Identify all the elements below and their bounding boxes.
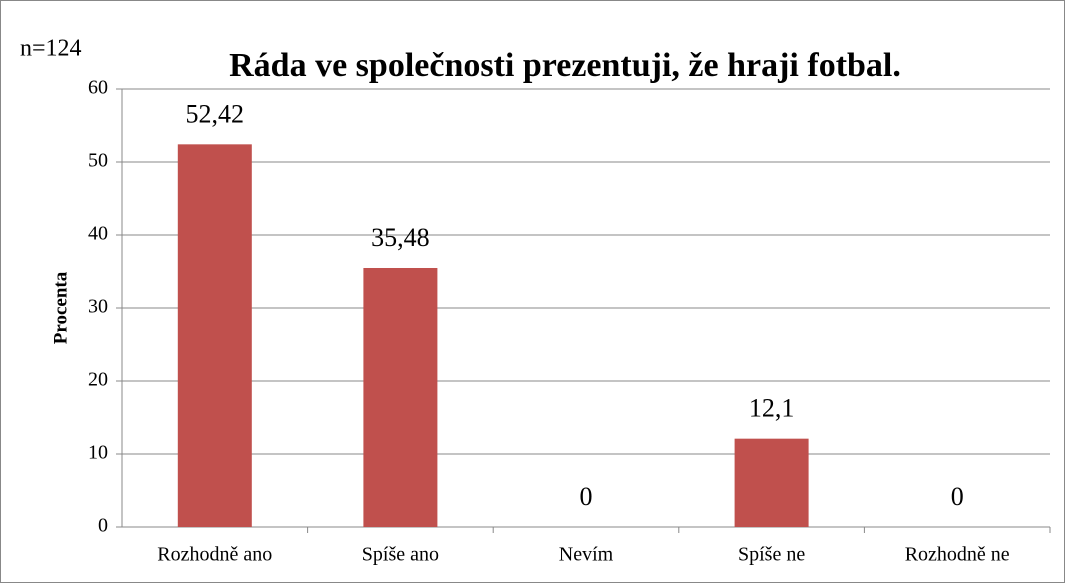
bar	[734, 438, 809, 527]
annotation: n=124	[20, 36, 82, 62]
x-tick-label: Spíše ano	[362, 544, 439, 566]
y-tick-label: 10	[88, 442, 108, 464]
y-tick-label: 50	[88, 150, 108, 172]
data-label: 35,48	[371, 223, 430, 252]
bar	[177, 144, 252, 528]
y-tick-label: 20	[88, 369, 108, 391]
x-tick-label: Spíše ne	[738, 544, 805, 566]
y-tick-label: 40	[88, 223, 108, 245]
y-axis-label: Procenta	[50, 271, 71, 344]
bar	[363, 267, 438, 527]
y-tick-label: 60	[88, 77, 108, 99]
chart-title: Ráda ve společnosti prezentuji, že hraji…	[229, 47, 901, 84]
data-label: 0	[580, 482, 593, 511]
data-label: 12,1	[749, 394, 795, 423]
y-tick-label: 0	[98, 515, 108, 537]
y-tick-label: 30	[88, 296, 108, 318]
data-label: 0	[951, 482, 964, 511]
data-label: 52,42	[186, 99, 245, 128]
x-tick-label: Rozhodně ne	[905, 544, 1010, 566]
x-tick-label: Rozhodně ano	[157, 544, 272, 566]
x-tick-label: Nevím	[559, 544, 614, 566]
